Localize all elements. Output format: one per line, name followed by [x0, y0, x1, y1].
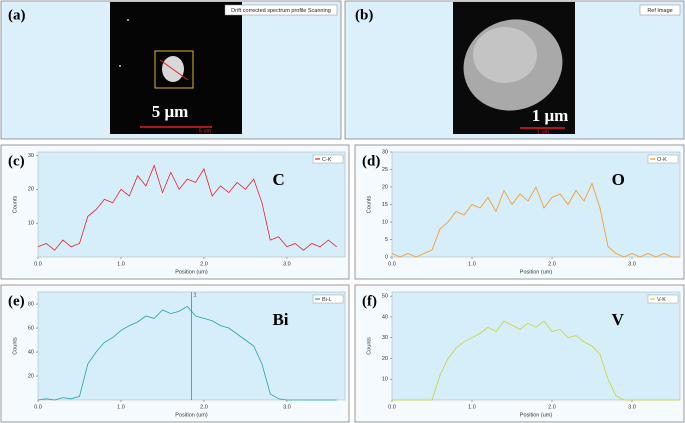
x-tick-label: 1.0: [468, 404, 476, 410]
speck: [119, 65, 121, 67]
x-tick-label: 3.0: [283, 404, 291, 410]
y-tick-label: 40: [28, 349, 34, 355]
legend-box: [647, 294, 679, 304]
x-tick-label: 3.0: [628, 261, 636, 267]
x-axis-label: Position (um): [175, 269, 208, 275]
x-tick-label: 1.0: [117, 404, 125, 410]
panel-label: (f): [362, 293, 377, 309]
y-axis-label: Counts: [12, 337, 18, 355]
caption-box: [639, 4, 681, 16]
x-tick-label: 3.0: [283, 261, 291, 267]
y-tick-label: 10: [28, 221, 34, 227]
y-axis-label: Counts: [366, 337, 372, 355]
y-tick-label: 50: [382, 294, 388, 300]
y-tick-label: 20: [28, 187, 34, 193]
legend-label: V-K: [657, 297, 666, 303]
x-tick-label: 0.0: [388, 261, 396, 267]
x-tick-label: 2.0: [200, 261, 208, 267]
cursor-label: 1: [194, 292, 197, 298]
y-tick-label: 25: [382, 167, 388, 173]
speck: [127, 19, 129, 21]
x-tick-label: 2.0: [548, 404, 556, 410]
panel-label: (b): [355, 7, 373, 23]
y-tick-label: 20: [28, 373, 34, 379]
x-tick-label: 2.0: [548, 261, 556, 267]
x-axis-label: Position (um): [175, 412, 208, 418]
y-tick-label: 60: [28, 325, 34, 331]
element-label: C: [272, 170, 284, 189]
element-label: V: [612, 310, 625, 329]
legend-box: [312, 154, 344, 164]
caption: Drift corrected spectrum profile Scannin…: [231, 8, 331, 14]
panel-label: (e): [8, 293, 25, 309]
x-axis-label: Position (um): [520, 269, 553, 275]
data-line: [391, 182, 680, 258]
y-axis-label: Counts: [12, 196, 18, 214]
x-tick-label: 1.0: [468, 261, 476, 267]
y-tick-label: 20: [382, 356, 388, 362]
scan-line: [159, 59, 189, 81]
scale-bar-label: 5 um: [199, 128, 212, 134]
y-tick-label: 30: [382, 149, 388, 155]
y-tick-label: 5: [385, 237, 388, 243]
element-label: O: [612, 170, 625, 189]
y-tick-label: 80: [28, 301, 34, 307]
x-tick-label: 2.0: [200, 404, 208, 410]
legend-label: C-K: [322, 157, 332, 163]
particle-highlight: [473, 27, 537, 83]
scale-label: 5 μm: [152, 102, 189, 121]
y-tick-label: 30: [28, 153, 34, 159]
y-tick-label: 10: [382, 219, 388, 225]
x-tick-label: 0.0: [34, 404, 42, 410]
y-tick-label: 10: [382, 377, 388, 383]
legend-box: [647, 154, 679, 164]
panel-label: (a): [8, 7, 26, 23]
y-tick-label: 15: [382, 202, 388, 208]
legend-label: O-K: [657, 157, 667, 163]
data-line: [392, 320, 680, 401]
y-tick-label: 30: [382, 335, 388, 341]
y-tick-label: 40: [382, 314, 388, 320]
data-line: [37, 164, 337, 251]
element-label: Bi: [272, 310, 288, 329]
scan-box: [154, 50, 194, 89]
plot-area: [391, 291, 681, 401]
x-tick-label: 3.0: [628, 404, 636, 410]
x-axis-label: Position (um): [520, 412, 553, 418]
data-line: [37, 305, 337, 401]
y-axis-label: Counts: [366, 196, 372, 214]
legend-box: [312, 294, 344, 304]
plot-area: [37, 151, 346, 258]
caption: Ref Image: [647, 8, 672, 14]
x-tick-label: 0.0: [388, 404, 396, 410]
x-tick-label: 0.0: [34, 261, 42, 267]
x-tick-label: 1.0: [117, 261, 125, 267]
panel-label: (d): [362, 153, 380, 169]
y-tick-label: 0: [385, 254, 388, 260]
caption-box: [224, 4, 338, 16]
plot-area: [391, 151, 681, 258]
scale-label: 1 μm: [532, 106, 569, 125]
scale-bar-label: 1 um: [537, 129, 550, 135]
legend-label: Bi-L: [322, 297, 332, 303]
y-tick-label: 20: [382, 184, 388, 190]
panel-label: (c): [8, 153, 25, 169]
